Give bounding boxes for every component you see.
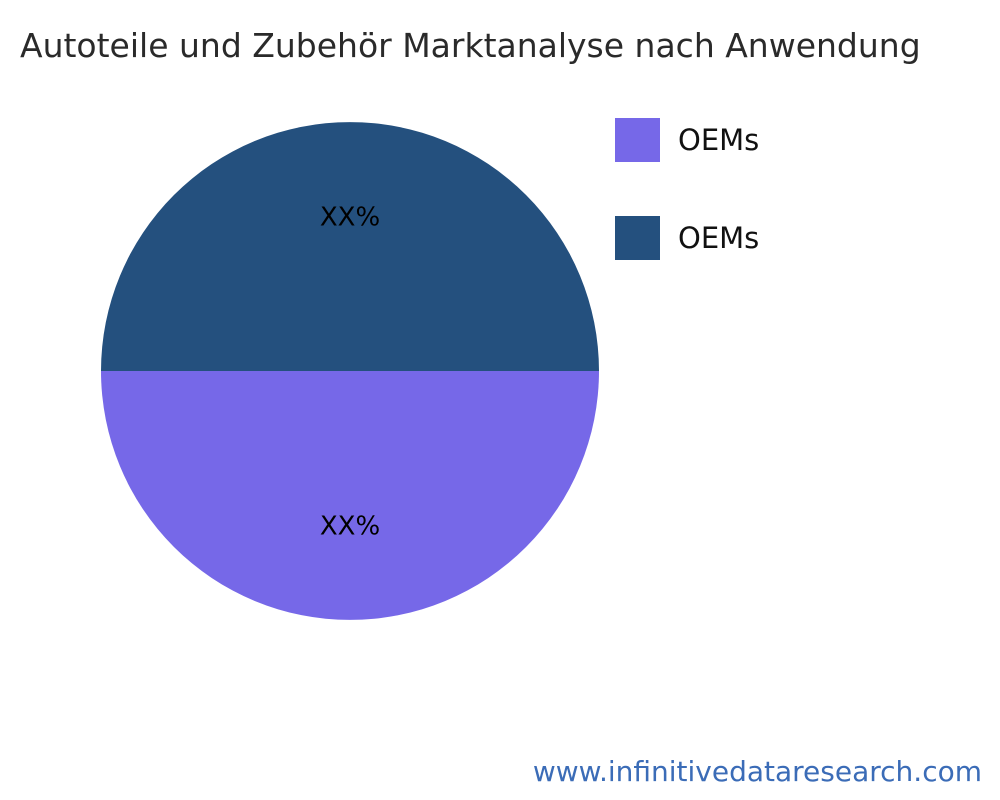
pie-chart: XX% XX% [101,122,599,620]
pie-slice-label: XX% [320,511,380,541]
legend-label: OEMs [678,123,760,157]
pie-slice-0 [101,371,599,620]
footer-url[interactable]: www.infinitivedataresearch.com [532,755,982,788]
pie-slice-label: XX% [320,203,380,233]
legend-swatch [615,118,660,162]
chart-title: Autoteile und Zubehör Marktanalyse nach … [20,26,921,65]
legend: OEMs OEMs [615,118,759,314]
pie-slice-1 [101,122,599,371]
legend-swatch [615,216,660,260]
legend-item-1: OEMs [615,216,759,260]
legend-item-0: OEMs [615,118,759,162]
legend-label: OEMs [678,221,760,255]
